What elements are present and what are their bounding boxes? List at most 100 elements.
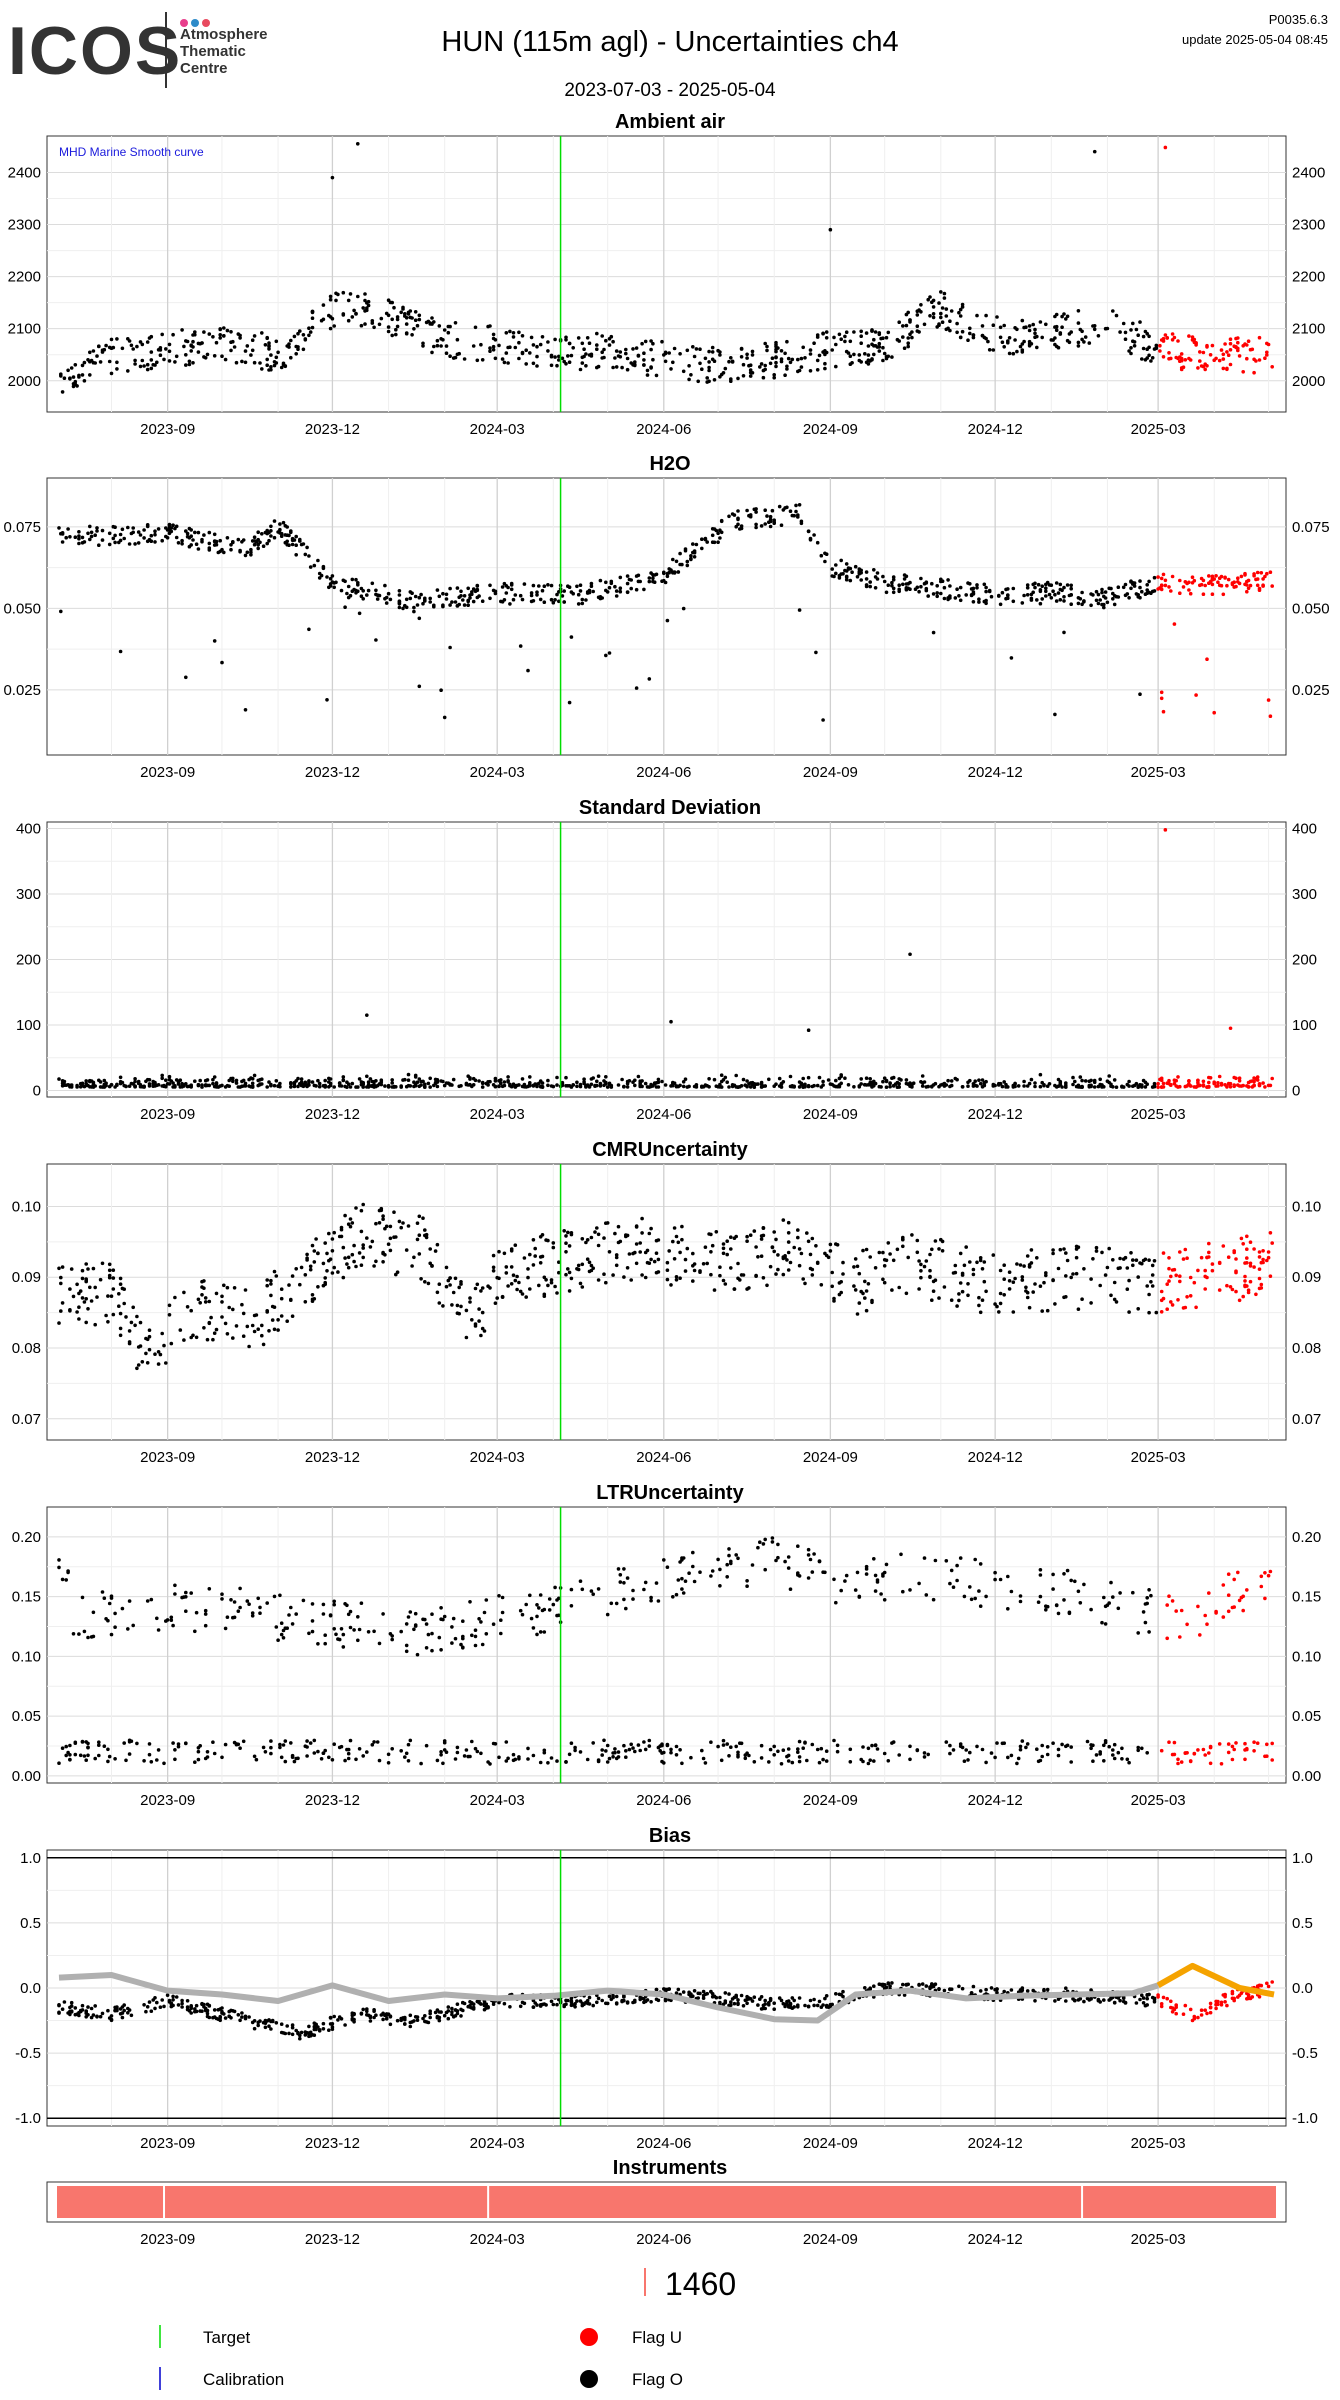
h2o-point: [930, 581, 934, 586]
stddev-point: [392, 1084, 396, 1089]
ltr-point: [647, 1738, 652, 1743]
stddev-point: [133, 1079, 137, 1084]
ltr-point: [453, 1636, 458, 1641]
stddev-point: [1207, 1080, 1211, 1085]
h2o-point: [164, 534, 168, 539]
cmr-point: [269, 1282, 273, 1286]
stddev-point: [792, 1084, 796, 1089]
h2o-point: [940, 579, 945, 583]
ltr-point: [709, 1740, 713, 1744]
stddev-point: [933, 1081, 938, 1086]
cmr-point: [394, 1272, 398, 1277]
ltr-point: [281, 1628, 286, 1633]
h2o-point: [875, 577, 880, 581]
cmr-point: [252, 1329, 257, 1334]
ltr-point: [716, 1557, 720, 1562]
h2o-point: [897, 583, 901, 587]
ltr-point: [776, 1749, 780, 1754]
ltr-point: [882, 1751, 887, 1756]
h2o-point: [881, 574, 885, 579]
ltr-point: [716, 1744, 720, 1749]
ltr-point: [348, 1625, 353, 1630]
ltr-point: [328, 1613, 333, 1618]
cmr-point: [1149, 1280, 1153, 1284]
ltr-point: [989, 1751, 994, 1755]
cmr-point: [100, 1261, 105, 1266]
stddev-point: [486, 1083, 490, 1087]
ltr-point: [176, 1742, 181, 1746]
cmr-point: [736, 1276, 740, 1281]
ambient-point: [1002, 323, 1006, 328]
cmr-point: [739, 1273, 744, 1277]
ambient-point: [681, 369, 686, 374]
h2o-point: [334, 580, 338, 585]
stddev-point: [1252, 1079, 1256, 1084]
stddev-point: [506, 1080, 510, 1084]
ltr-point: [821, 1757, 825, 1762]
cmr-point: [504, 1271, 509, 1275]
h2o-point: [1121, 585, 1126, 590]
ltr-point: [278, 1593, 282, 1598]
cmr-point: [1245, 1234, 1249, 1239]
h2o-point: [401, 606, 405, 611]
h2o-point: [1105, 600, 1110, 605]
ltr-point: [113, 1611, 117, 1616]
cmr-point: [781, 1272, 786, 1277]
h2o-point: [942, 585, 947, 590]
stddev-point: [278, 1084, 282, 1089]
ambient-point: [504, 331, 509, 335]
ltr-point: [415, 1652, 420, 1657]
bias-point: [180, 2001, 184, 2006]
ltr-point: [969, 1597, 974, 1602]
stddev-point: [920, 1074, 925, 1078]
h2o-point: [931, 592, 936, 596]
stddev-point: [109, 1082, 114, 1087]
h2o-point: [1129, 579, 1133, 583]
ltr-point: [1237, 1598, 1242, 1603]
cmr-point: [1217, 1260, 1222, 1265]
ambient-point: [839, 337, 843, 342]
cmr-point: [1123, 1255, 1128, 1260]
ambient-point: [162, 357, 166, 362]
stddev-point: [471, 1083, 476, 1087]
cmr-point: [1051, 1248, 1055, 1252]
h2o-point: [634, 686, 639, 690]
ambient-point: [557, 354, 561, 359]
cmr-point: [786, 1220, 791, 1225]
ambient-point: [729, 377, 733, 381]
ambient-point: [1176, 339, 1180, 343]
ambient-point: [587, 353, 592, 357]
h2o-point: [814, 650, 818, 655]
h2o-point: [1152, 575, 1157, 580]
ltr-point: [1208, 1744, 1213, 1749]
ambient-point: [289, 338, 293, 343]
ambient-point: [394, 332, 398, 337]
ltr-point: [1203, 1613, 1207, 1618]
ltr-point: [1185, 1751, 1189, 1755]
ltr-point: [1105, 1603, 1110, 1607]
ambient-point: [182, 344, 186, 349]
stddev-point: [499, 1081, 503, 1086]
ambient-point: [607, 343, 612, 347]
ltr-point: [127, 1752, 132, 1756]
ambient-point: [1221, 357, 1226, 361]
ltr-point: [783, 1559, 787, 1564]
cmr-point: [1015, 1262, 1019, 1266]
cmr-point: [665, 1260, 670, 1265]
h2o-point: [634, 574, 639, 578]
stddev-point: [1201, 1079, 1206, 1084]
ltr-point: [801, 1746, 805, 1750]
cmr-point: [80, 1296, 85, 1300]
ltr-point: [511, 1752, 516, 1757]
stddev-point: [1120, 1085, 1124, 1089]
bias-point: [1270, 1980, 1274, 1984]
h2o-point: [850, 570, 854, 574]
cmr-point: [928, 1252, 932, 1257]
cmr-point: [580, 1262, 585, 1267]
ltr-point: [978, 1604, 983, 1608]
cmr-point: [1203, 1287, 1207, 1291]
h2o-point: [290, 536, 295, 541]
ltr-point: [86, 1741, 90, 1746]
stddev-point: [779, 1085, 784, 1089]
